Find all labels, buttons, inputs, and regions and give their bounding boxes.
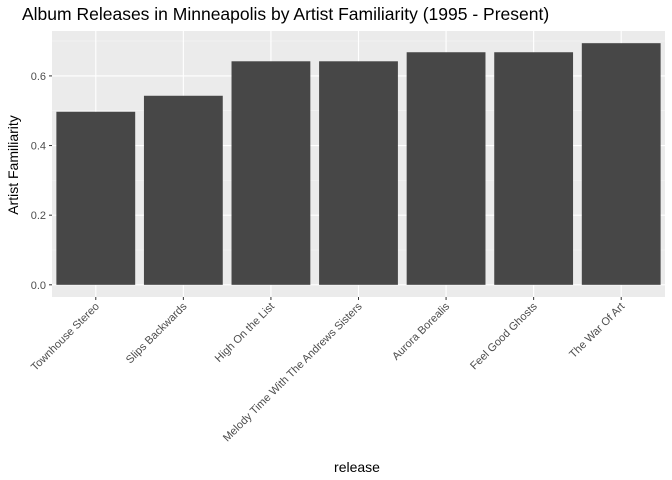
x-tick-label: Feel Good Ghosts bbox=[468, 300, 540, 372]
y-tick-label: 0.4 bbox=[31, 141, 46, 153]
bar bbox=[56, 111, 136, 285]
bar bbox=[319, 61, 398, 285]
bar bbox=[494, 52, 574, 285]
x-axis-title: release bbox=[334, 459, 380, 475]
bar bbox=[231, 61, 311, 285]
y-tick-label: 0.6 bbox=[31, 71, 46, 83]
x-tick-label: Melody Time With The Andrews Sisters bbox=[221, 300, 365, 444]
y-tick-label: 0.0 bbox=[31, 280, 46, 292]
y-tick-label: 0.2 bbox=[31, 210, 46, 222]
chart-title: Album Releases in Minneapolis by Artist … bbox=[22, 4, 550, 24]
y-axis-title: Artist Familiarity bbox=[5, 115, 21, 215]
bar bbox=[143, 95, 223, 285]
x-tick-label: Slips Backwards bbox=[124, 300, 190, 366]
x-tick-label: The War Of Art bbox=[567, 301, 627, 361]
x-tick-label: Aurora Borealis bbox=[390, 300, 452, 362]
bar bbox=[581, 43, 661, 285]
x-tick-label: Townhouse Stereo bbox=[29, 301, 102, 374]
x-tick-label: High On the List bbox=[213, 301, 277, 365]
bar bbox=[406, 52, 486, 285]
